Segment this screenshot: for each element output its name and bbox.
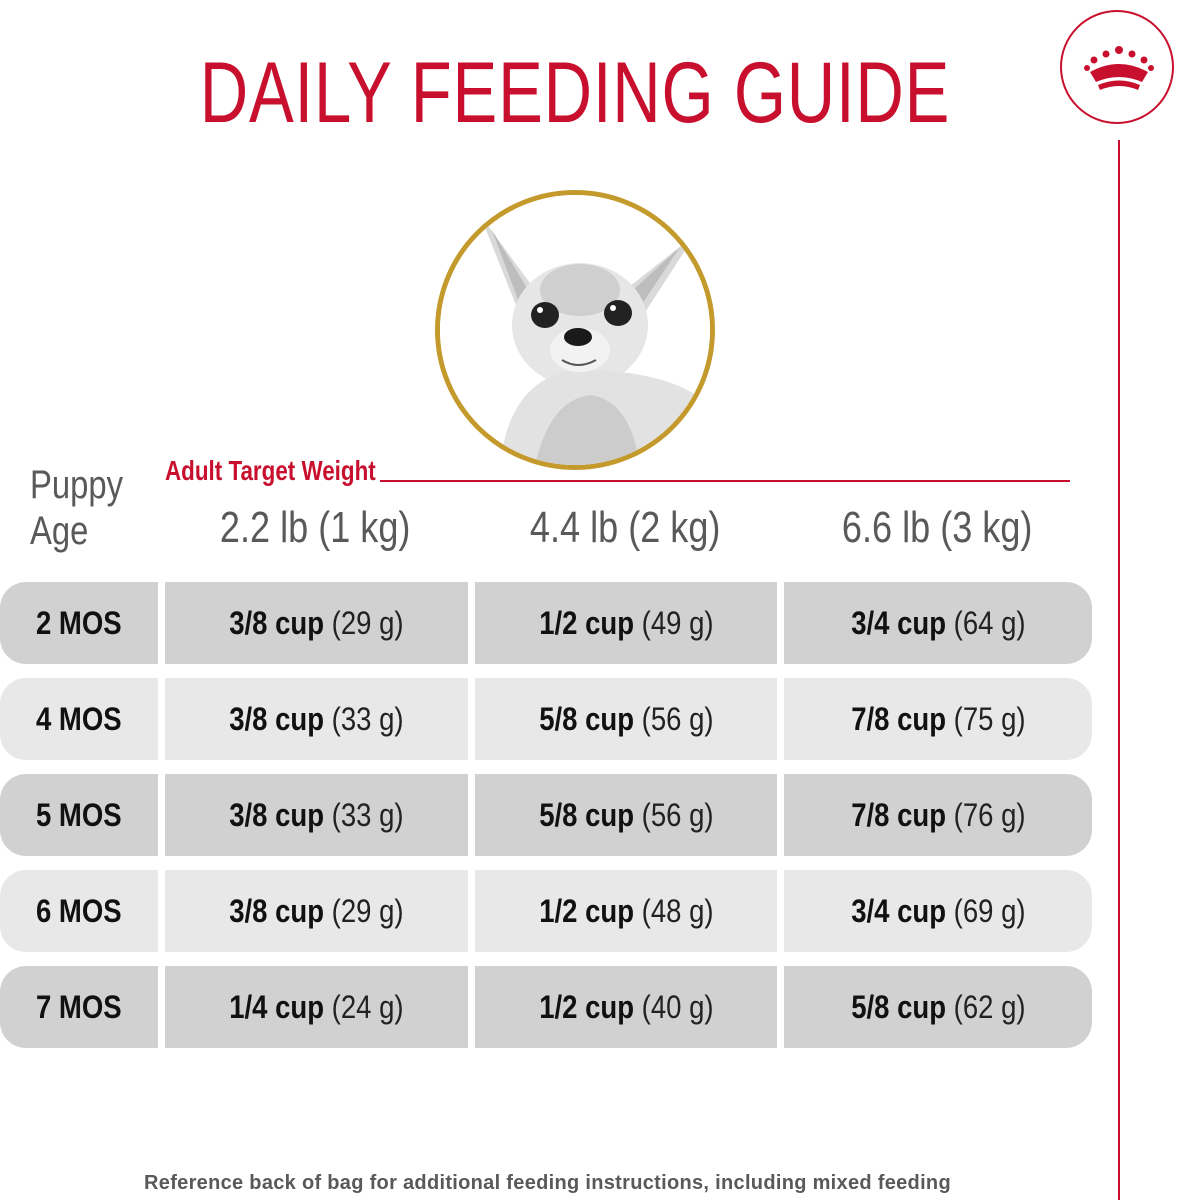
footnote: Reference back of bag for additional fee…: [144, 1172, 951, 1194]
column-header-3kg: 6.6 lb (3 kg): [841, 503, 1033, 552]
adult-target-weight-label: Adult Target Weight: [165, 455, 376, 486]
row-age: 2 MOS: [0, 582, 158, 664]
row-age: 7 MOS: [0, 966, 158, 1048]
brand-vertical-line: [1118, 140, 1120, 1200]
row-age: 6 MOS: [0, 870, 158, 952]
puppy-age-header: Puppy Age: [30, 462, 124, 554]
feeding-cell: 3/8 cup (33 g): [165, 678, 468, 760]
feeding-cell: 5/8 cup (56 g): [475, 678, 777, 760]
feeding-cell: 3/4 cup (64 g): [784, 582, 1092, 664]
feeding-cell: 5/8 cup (56 g): [475, 774, 777, 856]
feeding-cell: 7/8 cup (76 g): [784, 774, 1092, 856]
table-row: 7 MOS 1/4 cup (24 g) 1/2 cup (40 g) 5/8 …: [0, 966, 1092, 1048]
row-age: 5 MOS: [0, 774, 158, 856]
brand-logo: [1060, 10, 1174, 124]
page-title: DAILY FEEDING GUIDE: [199, 45, 951, 141]
feeding-cell: 1/2 cup (48 g): [475, 870, 777, 952]
puppy-age-line-1: Puppy: [30, 463, 124, 507]
table-row: 2 MOS 3/8 cup (29 g) 1/2 cup (49 g) 3/4 …: [0, 582, 1092, 664]
feeding-cell: 5/8 cup (62 g): [784, 966, 1092, 1048]
feeding-cell: 3/8 cup (29 g): [165, 870, 468, 952]
feeding-cell: 1/2 cup (40 g): [475, 966, 777, 1048]
table-row: 4 MOS 3/8 cup (33 g) 5/8 cup (56 g) 7/8 …: [0, 678, 1092, 760]
feeding-cell: 7/8 cup (75 g): [784, 678, 1092, 760]
table-row: 6 MOS 3/8 cup (29 g) 1/2 cup (48 g) 3/4 …: [0, 870, 1092, 952]
feeding-cell: 3/8 cup (29 g): [165, 582, 468, 664]
crown-icon: [1084, 46, 1154, 90]
target-weight-divider: [380, 480, 1070, 482]
feeding-cell: 3/4 cup (69 g): [784, 870, 1092, 952]
table-row: 5 MOS 3/8 cup (33 g) 5/8 cup (56 g) 7/8 …: [0, 774, 1092, 856]
row-age: 4 MOS: [0, 678, 158, 760]
puppy-age-line-2: Age: [30, 509, 89, 553]
column-header-2kg: 4.4 lb (2 kg): [529, 503, 721, 552]
chihuahua-puppy-photo: [435, 190, 715, 470]
column-header-1kg: 2.2 lb (1 kg): [219, 503, 411, 552]
feeding-cell: 1/2 cup (49 g): [475, 582, 777, 664]
feeding-cell: 1/4 cup (24 g): [165, 966, 468, 1048]
feeding-cell: 3/8 cup (33 g): [165, 774, 468, 856]
